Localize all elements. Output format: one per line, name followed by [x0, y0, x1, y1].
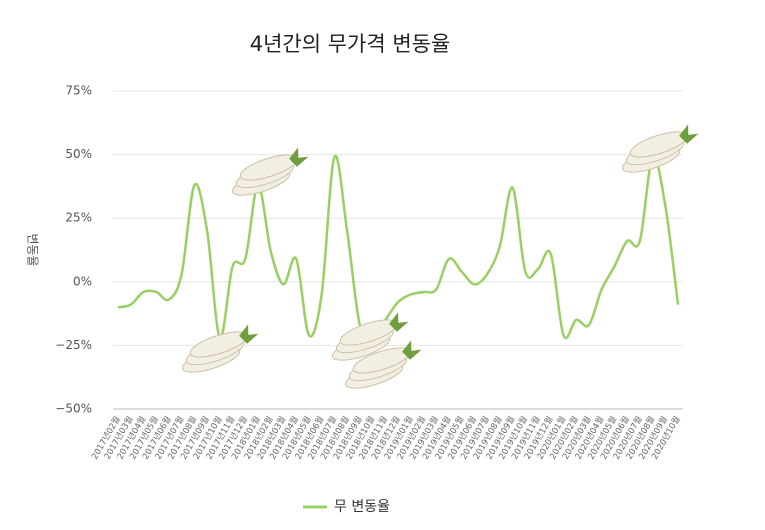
radish-icon — [344, 340, 422, 389]
legend-label: 무 변동율 — [334, 499, 390, 515]
radish-icon — [331, 312, 409, 361]
radish-icon — [181, 324, 259, 373]
line — [117, 154, 680, 341]
y-tick-label: −25% — [55, 338, 92, 352]
radish-icon — [621, 124, 699, 173]
y-tick-label: −50% — [55, 402, 92, 416]
y-axis-label: 변동율 — [26, 233, 40, 266]
chart-title: 4년간의 무가격 변동율 — [250, 32, 451, 56]
radish-leaf — [289, 147, 309, 167]
y-tick-label: 0% — [73, 274, 92, 288]
radish-leaf — [402, 340, 422, 360]
radish-leaf — [389, 312, 409, 332]
radish-icon — [231, 147, 309, 196]
y-tick-label: 50% — [65, 147, 92, 161]
radish-leaf — [679, 124, 699, 144]
y-tick-label: 25% — [65, 211, 92, 225]
y-tick-label: 75% — [65, 84, 92, 98]
radish-leaf — [239, 324, 259, 344]
